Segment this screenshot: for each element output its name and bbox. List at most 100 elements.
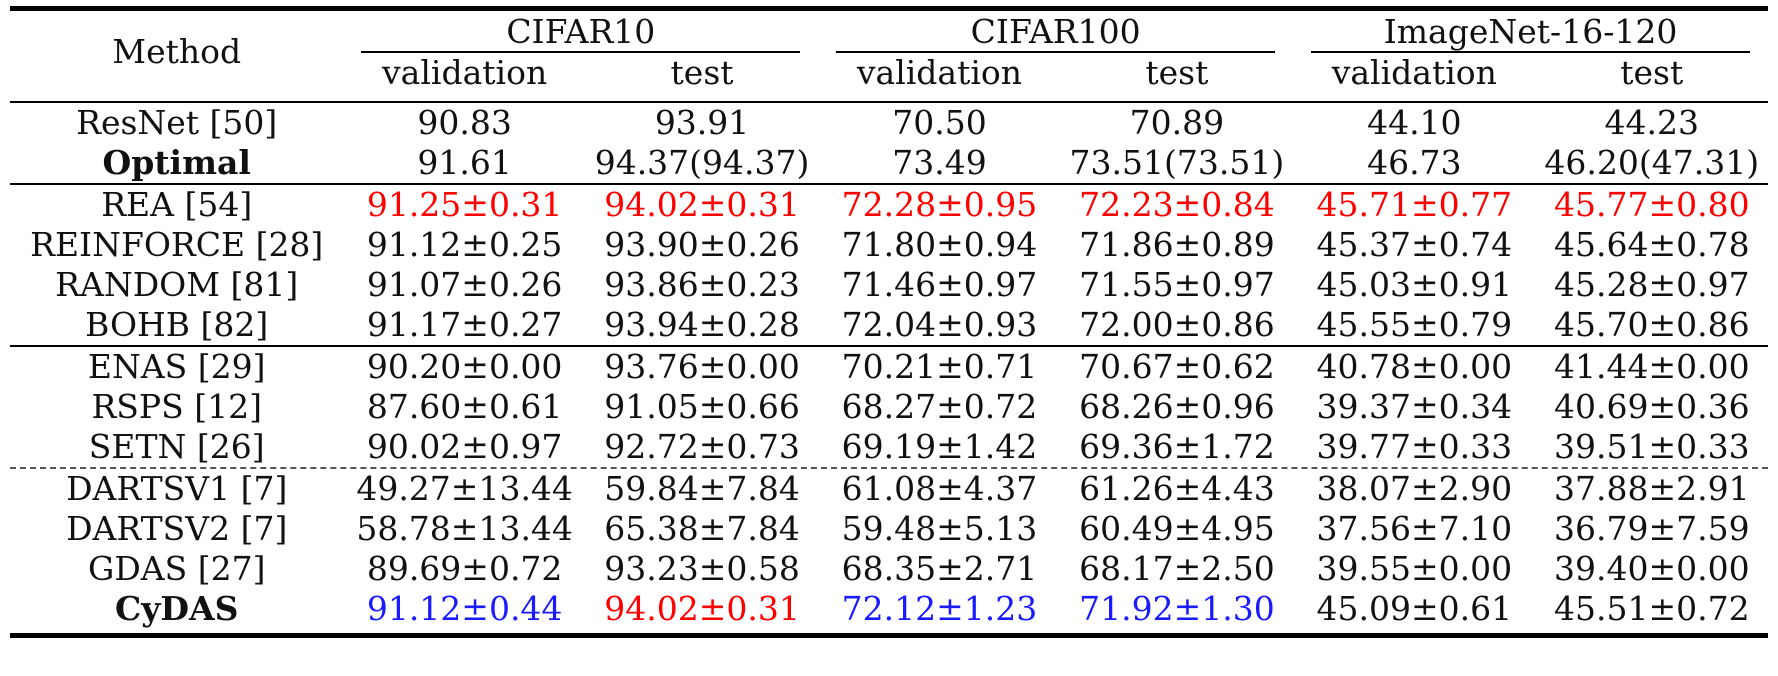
- result-cell: 45.37±0.74: [1316, 225, 1513, 264]
- result-cell: 93.76±0.00: [604, 347, 800, 386]
- result-cell: 93.86±0.23: [604, 265, 800, 304]
- result-cell: 87.60±0.61: [366, 387, 563, 426]
- result-cell: 68.35±2.71: [841, 549, 1038, 588]
- result-cell: 90.83: [417, 103, 512, 142]
- method-name: Optimal: [102, 143, 251, 182]
- result-cell: 37.56±7.10: [1316, 509, 1513, 548]
- result-cell: 45.64±0.78: [1553, 225, 1750, 264]
- result-cell: 91.05±0.66: [604, 387, 800, 426]
- result-cell: 70.21±0.71: [841, 347, 1038, 386]
- method-name: RANDOM [81]: [55, 265, 299, 304]
- table-row: GDAS [27] 89.69±0.72 93.23±0.58 68.35±2.71 6…: [10, 549, 1768, 589]
- mid-rule: [10, 183, 1768, 185]
- result-cell: 68.26±0.96: [1079, 387, 1275, 426]
- result-cell: 40.78±0.00: [1316, 347, 1513, 386]
- results-table-container: Method CIFAR10 CIFAR100 ImageNet-16-120 …: [10, 6, 1768, 638]
- result-cell: 68.27±0.72: [841, 387, 1038, 426]
- heavy-rule: [10, 633, 1768, 638]
- result-cell: 61.26±4.43: [1079, 469, 1275, 508]
- table-body: ResNet [50] 90.83 93.91 70.50 70.89 44.10 44.2…: [10, 103, 1768, 638]
- table-row: RSPS [12] 87.60±0.61 91.05±0.66 68.27±0.72 6…: [10, 387, 1768, 427]
- group-header-cifar10: CIFAR10: [343, 11, 818, 53]
- group-header-cifar100: CIFAR100: [818, 11, 1293, 53]
- method-header: Method: [112, 32, 242, 71]
- result-cell: 45.70±0.86: [1553, 305, 1750, 344]
- result-cell: 39.40±0.00: [1553, 549, 1750, 588]
- result-cell: 72.23±0.84: [1079, 185, 1275, 224]
- result-cell: 70.50: [892, 103, 987, 142]
- result-cell: 39.37±0.34: [1316, 387, 1513, 426]
- result-cell: 39.77±0.33: [1316, 427, 1513, 466]
- table-row: Optimal 91.61 94.37(94.37) 73.49 73.51(73.51…: [10, 143, 1768, 183]
- result-cell: 59.84±7.84: [604, 469, 800, 508]
- result-cell: 70.67±0.62: [1079, 347, 1275, 386]
- subheader-validation: validation: [382, 53, 548, 92]
- result-cell: 40.69±0.36: [1553, 387, 1750, 426]
- mid-rule: [10, 345, 1768, 347]
- subheader-test: test: [670, 53, 734, 92]
- dotted-rule: [10, 467, 1768, 469]
- result-cell: 45.28±0.97: [1553, 265, 1750, 304]
- result-cell: 61.08±4.37: [841, 469, 1038, 508]
- result-cell: 94.37(94.37): [594, 143, 810, 182]
- result-cell: 45.77±0.80: [1553, 185, 1750, 224]
- table-section: ResNet [50] 90.83 93.91 70.50 70.89 44.10 44.2…: [10, 103, 1768, 183]
- method-name: ResNet [50]: [76, 103, 278, 142]
- result-cell: 39.51±0.33: [1553, 427, 1750, 466]
- result-cell: 71.92±1.30: [1079, 589, 1275, 628]
- method-name: REINFORCE [28]: [30, 225, 324, 264]
- table-row: BOHB [82] 91.17±0.27 93.94±0.28 72.04±0.93 7…: [10, 305, 1768, 345]
- result-cell: 72.04±0.93: [841, 305, 1038, 344]
- result-cell: 91.61: [417, 143, 512, 182]
- table-row: REINFORCE [28] 91.12±0.25 93.90±0.26 71.80±…: [10, 225, 1768, 265]
- result-cell: 44.10: [1367, 103, 1462, 142]
- result-cell: 91.17±0.27: [366, 305, 563, 344]
- table-section: REA [54] 91.25±0.31 94.02±0.31 72.28±0.95 72…: [10, 185, 1768, 345]
- result-cell: 89.69±0.72: [366, 549, 563, 588]
- method-name: BOHB [82]: [85, 305, 269, 344]
- result-cell: 70.89: [1129, 103, 1225, 142]
- result-cell: 90.02±0.97: [366, 427, 563, 466]
- method-name: CyDAS: [114, 589, 239, 628]
- result-cell: 45.03±0.91: [1316, 265, 1513, 304]
- subheader-test: test: [1620, 53, 1684, 92]
- result-cell: 36.79±7.59: [1553, 509, 1750, 548]
- result-cell: 91.12±0.25: [366, 225, 563, 264]
- result-cell: 91.12±0.44: [366, 589, 563, 628]
- result-cell: 72.00±0.86: [1079, 305, 1275, 344]
- result-cell: 45.51±0.72: [1553, 589, 1750, 628]
- result-cell: 71.80±0.94: [841, 225, 1038, 264]
- result-cell: 39.55±0.00: [1316, 549, 1513, 588]
- result-cell: 58.78±13.44: [356, 509, 573, 548]
- result-cell: 90.20±0.00: [366, 347, 563, 386]
- result-cell: 73.51(73.51): [1069, 143, 1285, 182]
- result-cell: 71.46±0.97: [841, 265, 1038, 304]
- result-cell: 68.17±2.50: [1079, 549, 1275, 588]
- result-cell: 46.73: [1367, 143, 1462, 182]
- subheader-validation: validation: [1331, 53, 1497, 92]
- subheader-validation: validation: [856, 53, 1023, 92]
- method-name: GDAS [27]: [87, 549, 266, 588]
- result-cell: 65.38±7.84: [604, 509, 800, 548]
- result-cell: 92.72±0.73: [604, 427, 800, 466]
- table-row: DARTSV2 [7] 58.78±13.44 65.38±7.84 59.48±5.…: [10, 509, 1768, 549]
- table-row: SETN [26] 90.02±0.97 92.72±0.73 69.19±1.42 6…: [10, 427, 1768, 467]
- result-cell: 46.20(47.31): [1544, 143, 1760, 182]
- result-cell: 94.02±0.31: [604, 185, 800, 224]
- result-cell: 38.07±2.90: [1316, 469, 1513, 508]
- table-row: ENAS [29] 90.20±0.00 93.76±0.00 70.21±0.71 7…: [10, 347, 1768, 387]
- group-header-imagenet: ImageNet-16-120: [1293, 11, 1768, 53]
- top-rule: [10, 6, 1768, 11]
- result-cell: 73.49: [892, 143, 987, 182]
- method-name: DARTSV1 [7]: [66, 469, 288, 508]
- result-cell: 45.55±0.79: [1316, 305, 1513, 344]
- table-row: DARTSV1 [7] 49.27±13.44 59.84±7.84 61.08±4.…: [10, 469, 1768, 509]
- subheader-test: test: [1145, 53, 1209, 92]
- method-name: SETN [26]: [88, 427, 265, 466]
- header-rule: [10, 101, 1768, 103]
- result-cell: 91.25±0.31: [366, 185, 563, 224]
- table-row: RANDOM [81] 91.07±0.26 93.86±0.23 71.46±0.9…: [10, 265, 1768, 305]
- result-cell: 69.36±1.72: [1079, 427, 1275, 466]
- result-cell: 93.23±0.58: [604, 549, 800, 588]
- result-cell: 59.48±5.13: [841, 509, 1038, 548]
